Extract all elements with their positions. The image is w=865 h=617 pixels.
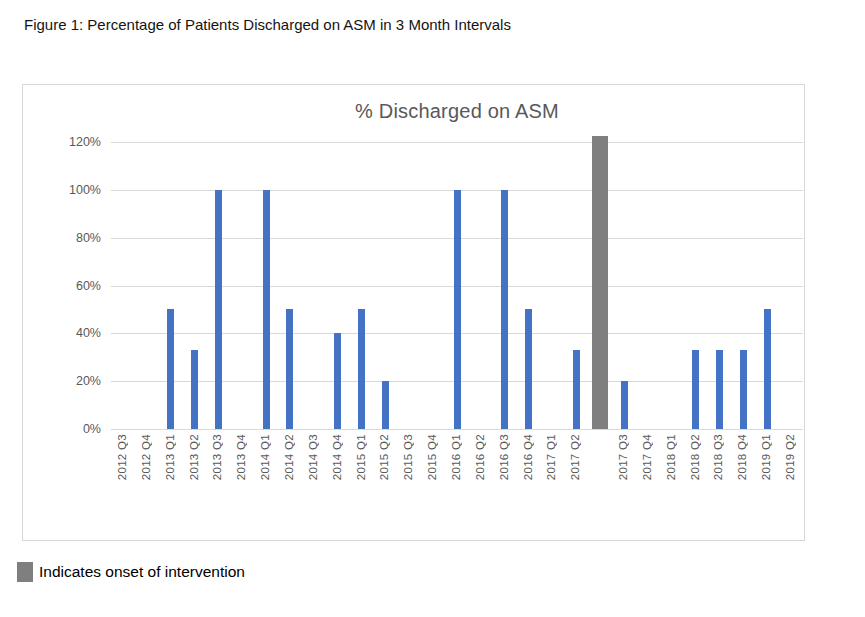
x-tick-label-2014-q1: 2014 Q1	[259, 434, 271, 480]
x-tick-label-2013-q4: 2013 Q4	[235, 434, 247, 480]
x-tick-label-2019-q1: 2019 Q1	[760, 434, 772, 480]
chart-card: % Discharged on ASM 0% 20% 40% 60% 80% 100% 12…	[22, 84, 805, 541]
bar-2014-q4	[334, 333, 341, 429]
bar-2013-q2	[191, 350, 198, 429]
bar-2016-q3	[501, 190, 508, 429]
bar-2016-q4	[525, 309, 532, 429]
x-tick-label-2013-q3: 2013 Q3	[211, 434, 223, 480]
bar-2017-q3	[621, 381, 628, 429]
bar-2018-q3	[716, 350, 723, 429]
x-tick-label-2013-q2: 2013 Q2	[188, 434, 200, 480]
gridline-0%	[111, 429, 803, 430]
bar-2015-q2	[382, 381, 389, 429]
y-tick-label-120%: 120%	[31, 134, 101, 150]
y-tick-label-60%: 60%	[31, 278, 101, 294]
y-tick-label-20%: 20%	[31, 373, 101, 389]
bar-2013-q1	[167, 309, 174, 429]
y-tick-label-40%: 40%	[31, 325, 101, 341]
y-tick-label-80%: 80%	[31, 230, 101, 246]
bar-2015-q1	[358, 309, 365, 429]
bar-2014-q2	[286, 309, 293, 429]
x-tick-label-2014-q4: 2014 Q4	[331, 434, 343, 480]
x-tick-label-2018-q2: 2018 Q2	[689, 434, 701, 480]
x-tick-label-2012-q3: 2012 Q3	[116, 434, 128, 480]
legend-intervention: Indicates onset of intervention	[17, 562, 245, 582]
x-tick-label-2014-q3: 2014 Q3	[307, 434, 319, 480]
x-tick-label-2017-q1: 2017 Q1	[545, 434, 557, 480]
y-tick-label-0%: 0%	[31, 421, 101, 437]
x-tick-label-2017-q2: 2017 Q2	[569, 434, 581, 480]
bar-2016-q1	[454, 190, 461, 429]
x-tick-label-2014-q2: 2014 Q2	[283, 434, 295, 480]
bar-2017-q2	[573, 350, 580, 429]
x-tick-label-2016-q4: 2016 Q4	[522, 434, 534, 480]
gridline-120%	[111, 142, 803, 143]
intervention-bar	[592, 136, 608, 429]
bar-2014-q1	[263, 190, 270, 429]
bar-2013-q3	[215, 190, 222, 429]
bar-2019-q1	[764, 309, 771, 429]
bar-2018-q4	[740, 350, 747, 429]
x-tick-label-2015-q4: 2015 Q4	[426, 434, 438, 480]
x-tick-label-2017-q4: 2017 Q4	[641, 434, 653, 480]
figure-page: Figure 1: Percentage of Patients Dischar…	[0, 0, 865, 617]
x-tick-label-2019-q2: 2019 Q2	[784, 434, 796, 480]
bar-2018-q2	[692, 350, 699, 429]
x-tick-label-2018-q1: 2018 Q1	[665, 434, 677, 480]
figure-caption: Figure 1: Percentage of Patients Dischar…	[24, 16, 511, 33]
x-tick-label-2012-q4: 2012 Q4	[140, 434, 152, 480]
x-tick-label-2018-q3: 2018 Q3	[712, 434, 724, 480]
x-tick-label-2015-q1: 2015 Q1	[355, 434, 367, 480]
y-tick-label-100%: 100%	[31, 182, 101, 198]
x-tick-label-2015-q3: 2015 Q3	[402, 434, 414, 480]
x-tick-label-2015-q2: 2015 Q2	[378, 434, 390, 480]
legend-label: Indicates onset of intervention	[39, 563, 245, 581]
chart-title: % Discharged on ASM	[111, 100, 803, 123]
x-tick-label-2013-q1: 2013 Q1	[164, 434, 176, 480]
intervention-swatch-icon	[17, 562, 33, 582]
x-tick-label-2016-q3: 2016 Q3	[498, 434, 510, 480]
x-tick-label-2017-q3: 2017 Q3	[617, 434, 629, 480]
x-tick-label-2016-q1: 2016 Q1	[450, 434, 462, 480]
x-tick-label-2018-q4: 2018 Q4	[736, 434, 748, 480]
x-tick-label-2016-q2: 2016 Q2	[474, 434, 486, 480]
